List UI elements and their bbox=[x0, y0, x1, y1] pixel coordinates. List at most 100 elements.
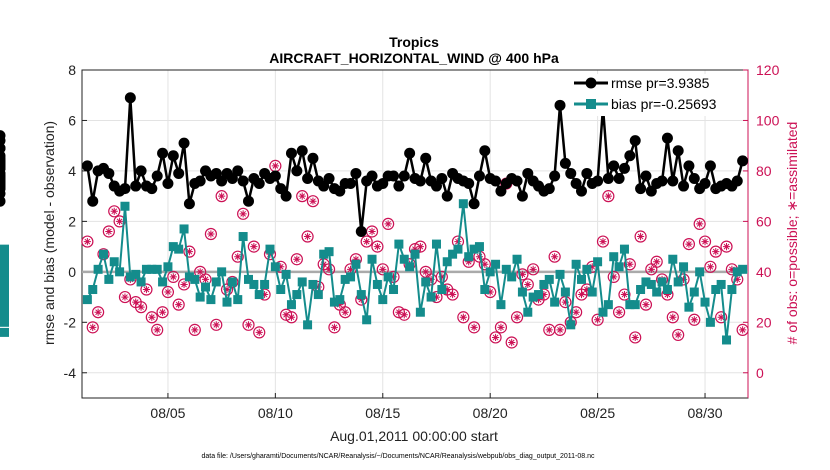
obs-count-point bbox=[204, 227, 218, 241]
rmse-marker bbox=[629, 135, 641, 147]
bias-marker bbox=[195, 292, 205, 302]
rmse-marker bbox=[285, 147, 297, 159]
y-right-tick-label: 80 bbox=[756, 163, 772, 179]
y-right-tick-label: 40 bbox=[756, 264, 772, 280]
obs-count-point bbox=[467, 321, 481, 334]
obs-possible-marker bbox=[118, 290, 132, 304]
obs-count-point bbox=[81, 235, 94, 248]
obs-possible-marker bbox=[715, 311, 728, 324]
obs-assimilated-marker bbox=[244, 321, 253, 329]
obs-assimilated-marker bbox=[556, 326, 564, 334]
obs-count-point bbox=[623, 258, 636, 271]
y-axis-label-right: # of obs: o=possible; ∗=assimilated bbox=[784, 122, 800, 345]
obs-possible-marker bbox=[306, 195, 320, 208]
rmse-marker bbox=[683, 160, 695, 172]
bias-marker bbox=[0, 274, 9, 284]
bias-marker bbox=[93, 264, 103, 274]
rmse-marker bbox=[0, 160, 6, 172]
bias-marker bbox=[566, 320, 576, 330]
obs-assimilated-marker bbox=[491, 333, 500, 342]
bias-marker bbox=[0, 287, 9, 297]
obs-possible-marker bbox=[167, 270, 180, 283]
rmse-marker bbox=[441, 190, 453, 202]
obs-assimilated-marker bbox=[218, 192, 226, 200]
obs-assimilated-marker bbox=[271, 162, 279, 170]
obs-possible-marker bbox=[591, 313, 604, 326]
bias-marker bbox=[716, 279, 726, 289]
obs-possible-marker bbox=[446, 288, 459, 301]
bias-marker bbox=[582, 264, 592, 274]
bias-marker bbox=[260, 279, 270, 289]
obs-possible-marker bbox=[215, 190, 228, 203]
bias-marker bbox=[512, 254, 522, 264]
obs-assimilated-marker bbox=[481, 260, 489, 268]
bias-marker bbox=[732, 267, 742, 277]
obs-count-point bbox=[231, 250, 244, 263]
obs-possible-marker bbox=[596, 235, 610, 248]
rmse-marker bbox=[237, 175, 249, 187]
obs-assimilated-marker bbox=[448, 290, 457, 299]
bias-marker bbox=[727, 285, 737, 295]
obs-possible-marker bbox=[108, 205, 121, 218]
bias-marker bbox=[0, 259, 9, 269]
obs-count-point bbox=[102, 225, 115, 238]
bias-marker bbox=[372, 279, 382, 289]
obs-count-point bbox=[177, 278, 191, 291]
bias-marker bbox=[136, 277, 146, 287]
bias-marker bbox=[560, 287, 570, 297]
obs-possible-marker bbox=[151, 323, 164, 336]
rmse-marker bbox=[0, 195, 6, 207]
bias-marker bbox=[507, 272, 517, 282]
y-left-tick-label: 8 bbox=[68, 62, 76, 78]
obs-count-point bbox=[172, 298, 185, 311]
bias-marker bbox=[469, 244, 479, 254]
obs-assimilated-marker bbox=[223, 285, 231, 294]
bias-marker bbox=[82, 295, 92, 305]
rmse-marker bbox=[731, 175, 743, 187]
rmse-marker bbox=[559, 157, 571, 169]
obs-assimilated-marker bbox=[180, 280, 188, 289]
obs-assimilated-marker bbox=[459, 313, 467, 321]
y-right-tick-label: 120 bbox=[756, 62, 780, 78]
rmse-marker bbox=[302, 172, 314, 184]
obs-assimilated-marker bbox=[175, 301, 183, 309]
obs-assimilated-marker bbox=[561, 298, 569, 306]
rmse-marker bbox=[124, 92, 136, 104]
obs-assimilated-marker bbox=[105, 227, 113, 236]
bias-marker bbox=[367, 254, 377, 264]
bias-marker bbox=[141, 264, 151, 274]
bias-marker bbox=[217, 267, 227, 277]
rmse-marker bbox=[350, 167, 362, 179]
rmse-marker bbox=[608, 160, 620, 172]
bias-marker bbox=[523, 307, 533, 317]
obs-count-point bbox=[183, 245, 196, 258]
rmse-marker bbox=[103, 167, 115, 179]
obs-possible-marker bbox=[570, 306, 583, 319]
obs-possible-marker bbox=[290, 253, 303, 266]
bias-marker bbox=[265, 244, 275, 254]
obs-possible-marker bbox=[204, 227, 218, 241]
bias-marker bbox=[657, 277, 667, 287]
obs-count-point bbox=[140, 283, 153, 296]
bias-marker bbox=[394, 239, 404, 249]
obs-assimilated-marker bbox=[137, 303, 145, 311]
bias-marker bbox=[163, 262, 173, 272]
obs-possible-marker bbox=[623, 258, 636, 271]
bias-marker bbox=[738, 264, 748, 274]
obs-count-point bbox=[645, 263, 658, 276]
obs-possible-marker bbox=[527, 263, 540, 276]
bias-marker bbox=[421, 277, 431, 287]
obs-assimilated-marker bbox=[631, 333, 639, 342]
obs-count-point bbox=[527, 263, 540, 276]
obs-count-point bbox=[596, 235, 610, 248]
obs-assimilated-marker bbox=[604, 192, 612, 200]
obs-assimilated-marker bbox=[432, 293, 441, 301]
rmse-marker bbox=[511, 175, 523, 187]
obs-assimilated-marker bbox=[89, 323, 97, 331]
obs-possible-marker bbox=[414, 240, 427, 253]
obs-assimilated-marker bbox=[261, 290, 269, 299]
bias-marker bbox=[598, 307, 608, 317]
obs-assimilated-marker bbox=[443, 285, 451, 294]
rmse-marker bbox=[672, 145, 684, 157]
rmse-marker bbox=[404, 147, 416, 159]
